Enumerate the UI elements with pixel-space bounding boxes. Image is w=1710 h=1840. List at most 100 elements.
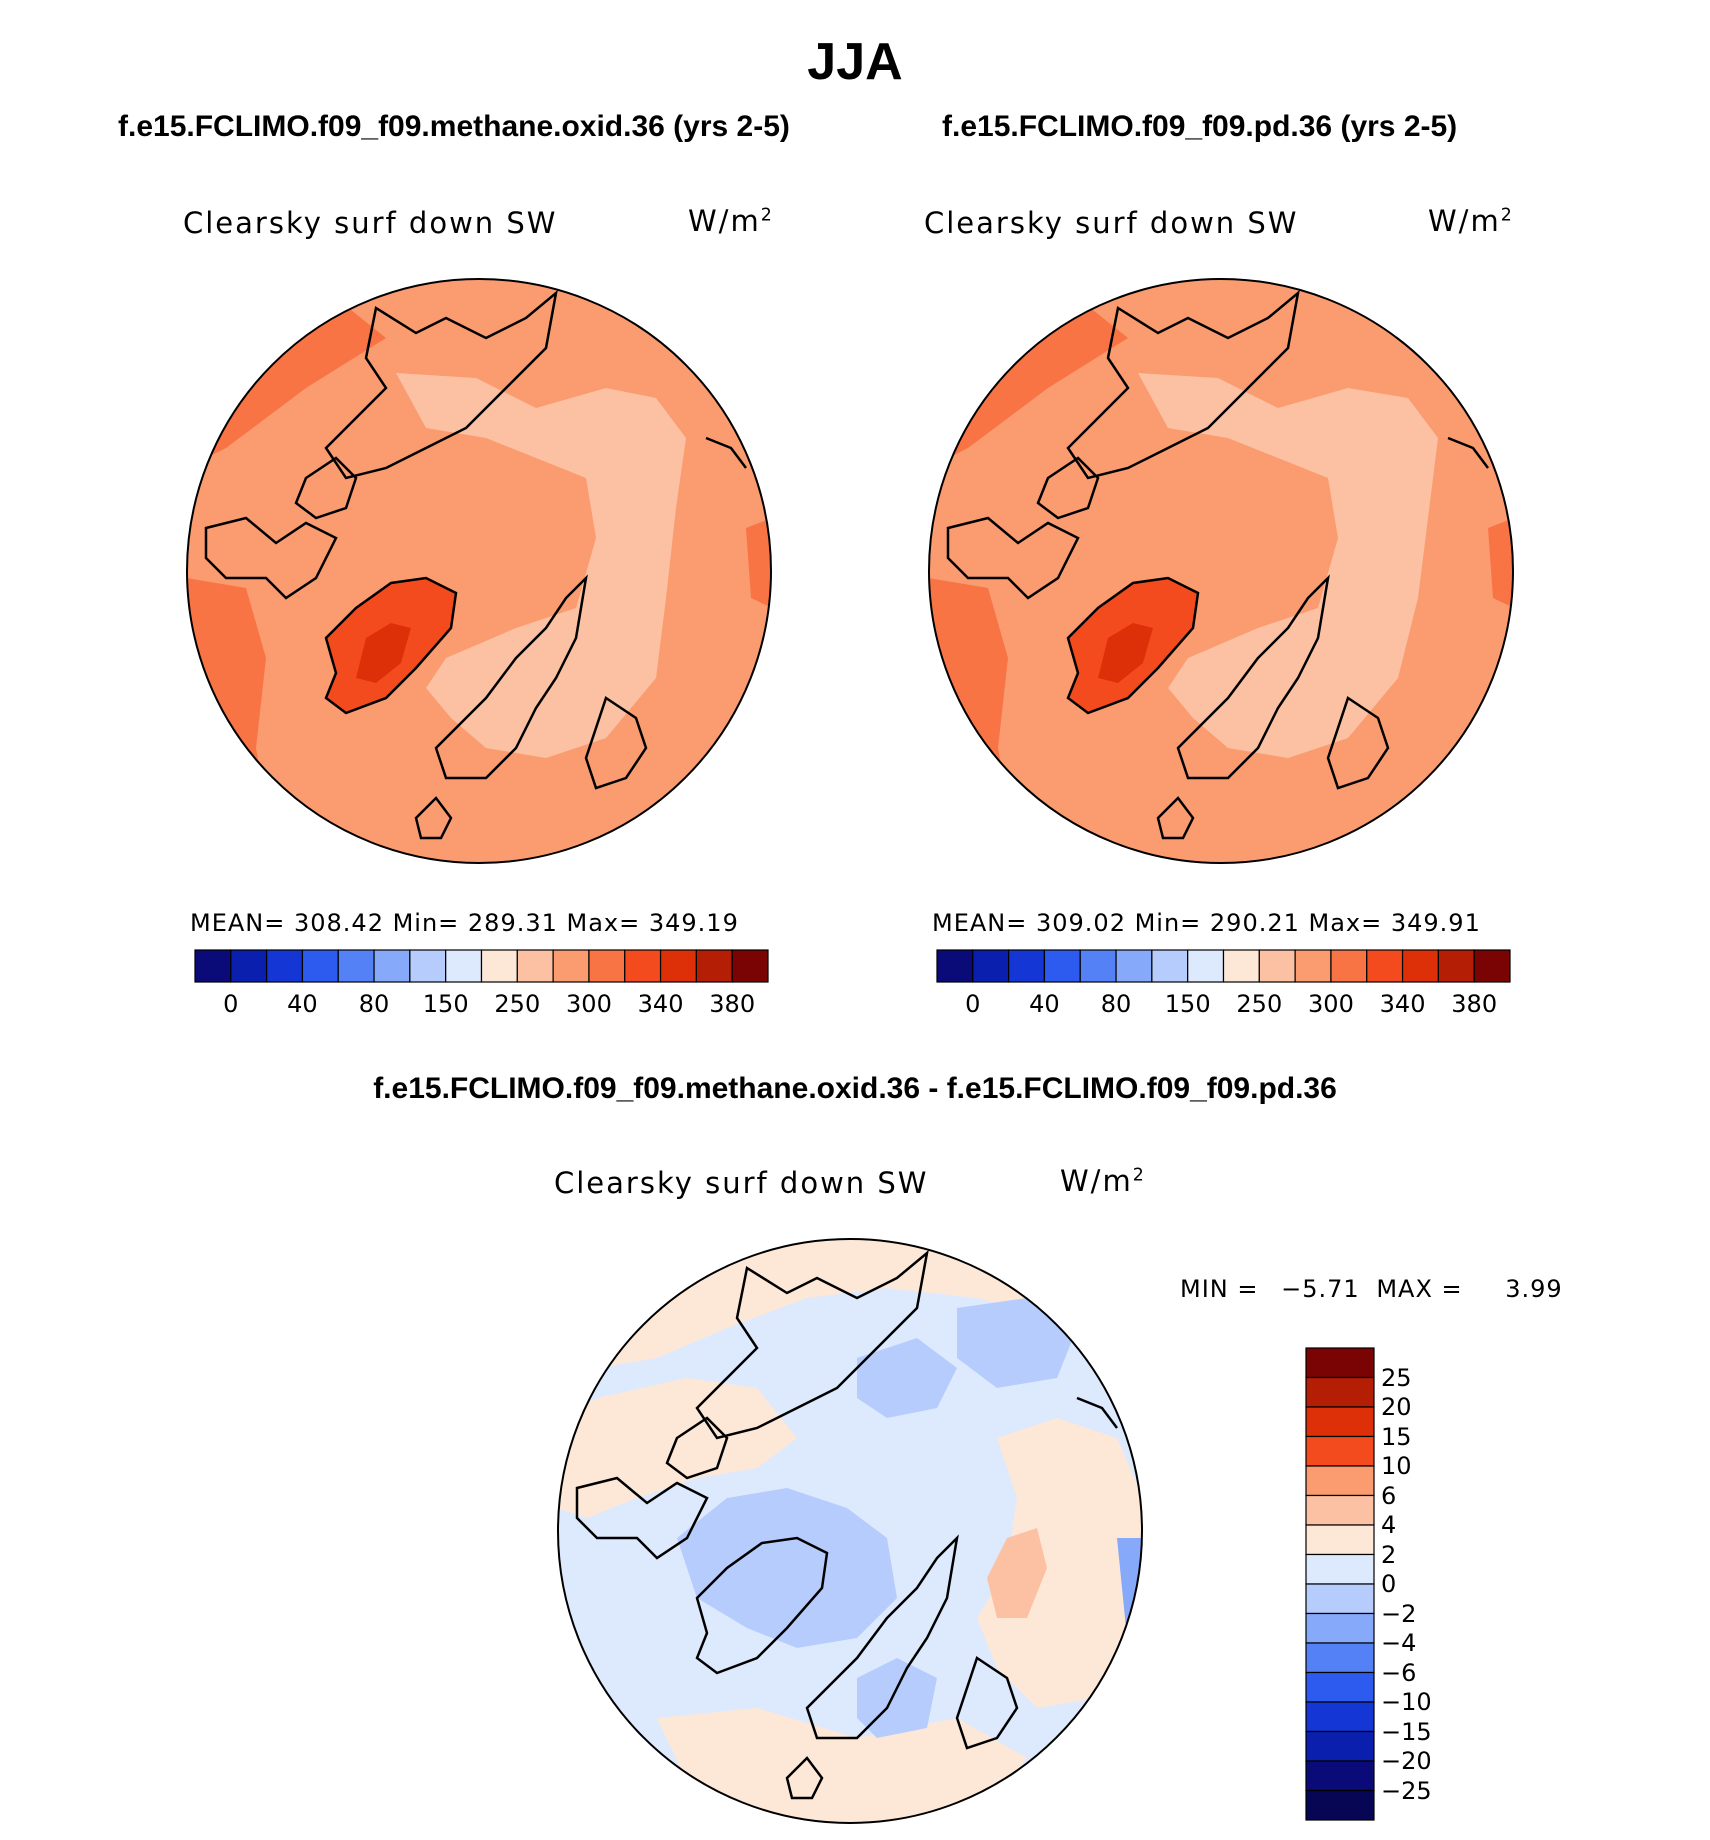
diff-map	[557, 1238, 1143, 1824]
left-colorbar-swatch	[731, 949, 769, 983]
left-colorbar-swatch	[301, 949, 339, 983]
left-colorbar-swatch	[445, 949, 483, 983]
right-map	[928, 278, 1514, 864]
right-colorbar-tick-label: 80	[1100, 990, 1132, 1018]
right-variable-label: Clearsky surf down SW	[924, 206, 1299, 240]
left-colorbar-tick-label: 0	[223, 990, 239, 1018]
diff-max-label: MAX =	[1376, 1275, 1463, 1303]
diff-colorbar-swatch	[1305, 1671, 1375, 1703]
diff-colorbar-tick-label: 15	[1381, 1422, 1412, 1451]
diff-colorbar-swatch	[1305, 1435, 1375, 1467]
diff-colorbar-tick-label: −10	[1381, 1688, 1432, 1716]
diff-colorbar-tick-label: −20	[1381, 1747, 1432, 1775]
right-colorbar-tick-label: 150	[1164, 990, 1211, 1018]
diff-colorbar-tick-label: 10	[1381, 1452, 1412, 1480]
right-colorbar-swatch	[1115, 949, 1153, 983]
diff-colorbar-tick-label: 2	[1381, 1540, 1397, 1569]
right-colorbar-tick-label: 0	[965, 990, 981, 1018]
left-units-label: W/m2	[688, 204, 774, 238]
diff-min-label: MIN =	[1180, 1275, 1259, 1303]
right-colorbar-tick-label: 40	[1029, 990, 1060, 1018]
right-colorbar-swatch	[1222, 949, 1260, 983]
left-colorbar-swatch	[624, 949, 662, 983]
diff-map-warm-region-south	[657, 1708, 1027, 1823]
diff-map-warm-region-east	[977, 1418, 1142, 1708]
right-colorbar-swatch	[1437, 949, 1475, 983]
diff-colorbar-tick-label: −4	[1381, 1629, 1417, 1657]
diff-max-value: 3.99	[1505, 1275, 1563, 1303]
diff-colorbar	[1305, 1347, 1375, 1821]
diff-colorbar-swatch	[1305, 1612, 1375, 1644]
diff-colorbar-swatch	[1305, 1730, 1375, 1762]
diff-map-cool-region-siberia	[957, 1298, 1077, 1388]
left-colorbar-swatch	[194, 949, 232, 983]
diff-map-cool-region-canada	[857, 1338, 957, 1418]
right-map-coastlines	[946, 289, 1489, 840]
right-colorbar-swatch	[1187, 949, 1225, 983]
diff-colorbar-tick-label: 25	[1381, 1363, 1412, 1392]
right-colorbar-swatch	[1151, 949, 1189, 983]
right-colorbar-swatch	[1294, 949, 1332, 983]
right-colorbar	[936, 949, 1511, 983]
left-map-greenland-darker	[356, 623, 411, 683]
right-units-label: W/m2	[1428, 204, 1514, 238]
right-colorbar-swatch	[1330, 949, 1368, 983]
right-colorbar-swatch	[1008, 949, 1046, 983]
left-map-light-region	[396, 373, 686, 758]
right-map-greenland-darker	[1098, 623, 1153, 683]
right-colorbar-tick-label: 380	[1451, 990, 1498, 1018]
diff-colorbar-swatch	[1305, 1524, 1375, 1556]
left-colorbar-tick-label: 380	[709, 990, 756, 1018]
right-colorbar-swatch	[1473, 949, 1511, 983]
left-colorbar-swatch	[659, 949, 697, 983]
right-colorbar-swatch	[1079, 949, 1117, 983]
left-colorbar-swatch	[409, 949, 447, 983]
left-map	[186, 278, 772, 864]
right-colorbar-swatch	[1258, 949, 1296, 983]
right-stats: MEAN= 309.02 Min= 290.21 Max= 349.91	[932, 909, 1481, 937]
right-colorbar-swatch	[972, 949, 1010, 983]
right-map-light-region	[1138, 373, 1438, 758]
left-colorbar-swatch	[230, 949, 268, 983]
right-map-dark-region-east	[1488, 518, 1513, 608]
diff-colorbar-swatch	[1305, 1583, 1375, 1615]
left-colorbar-tick-label: 40	[287, 990, 318, 1018]
left-colorbar-swatch	[588, 949, 626, 983]
diff-colorbar-tick-label: 6	[1381, 1481, 1397, 1510]
diff-colorbar-tick-label: 0	[1381, 1570, 1397, 1598]
diff-colorbar-tick-label: −25	[1381, 1776, 1432, 1805]
diff-colorbar-swatch	[1305, 1760, 1375, 1792]
left-colorbar-swatch	[266, 949, 304, 983]
left-colorbar-swatch	[516, 949, 554, 983]
diff-min-value: −5.71	[1281, 1275, 1360, 1303]
diff-colorbar-swatch	[1305, 1553, 1375, 1585]
right-colorbar-tick-label: 300	[1308, 990, 1354, 1018]
diff-colorbar-swatch	[1305, 1465, 1375, 1497]
diff-colorbar-tick-label: 20	[1381, 1393, 1412, 1421]
figure-title: JJA	[807, 33, 903, 91]
left-colorbar	[194, 949, 769, 983]
diff-colorbar-tick-label: −6	[1381, 1658, 1417, 1687]
diff-title: f.e15.FCLIMO.f09_f09.methane.oxid.36 - f…	[373, 1072, 1337, 1105]
right-case-title: f.e15.FCLIMO.f09_f09.pd.36 (yrs 2-5)	[942, 110, 1458, 143]
diff-map-warm-region-orange	[987, 1528, 1047, 1618]
left-case-title: f.e15.FCLIMO.f09_f09.methane.oxid.36 (yr…	[118, 110, 790, 143]
left-colorbar-swatch	[552, 949, 590, 983]
left-colorbar-tick-label: 250	[494, 990, 541, 1018]
left-colorbar-swatch	[480, 949, 518, 983]
diff-map-cool-region-arctic	[677, 1488, 897, 1648]
left-map-coastlines	[204, 289, 747, 840]
left-stats: MEAN= 308.42 Min= 289.31 Max= 349.19	[190, 909, 739, 937]
right-colorbar-swatch	[1043, 949, 1081, 983]
diff-min-max: MIN = −5.71 MAX = 3.99	[1180, 1275, 1563, 1303]
diff-units-label: W/m2	[1060, 1164, 1146, 1198]
diff-map-coastlines	[575, 1249, 1118, 1800]
diff-colorbar-swatch	[1305, 1701, 1375, 1733]
diff-colorbar-swatch	[1305, 1347, 1375, 1379]
diff-colorbar-swatch	[1305, 1494, 1375, 1526]
left-map-dark-region-east	[746, 518, 771, 608]
diff-colorbar-swatch	[1305, 1376, 1375, 1408]
diff-colorbar-swatch	[1305, 1406, 1375, 1438]
right-colorbar-tick-label: 250	[1236, 990, 1283, 1018]
left-colorbar-tick-label: 80	[358, 990, 390, 1018]
